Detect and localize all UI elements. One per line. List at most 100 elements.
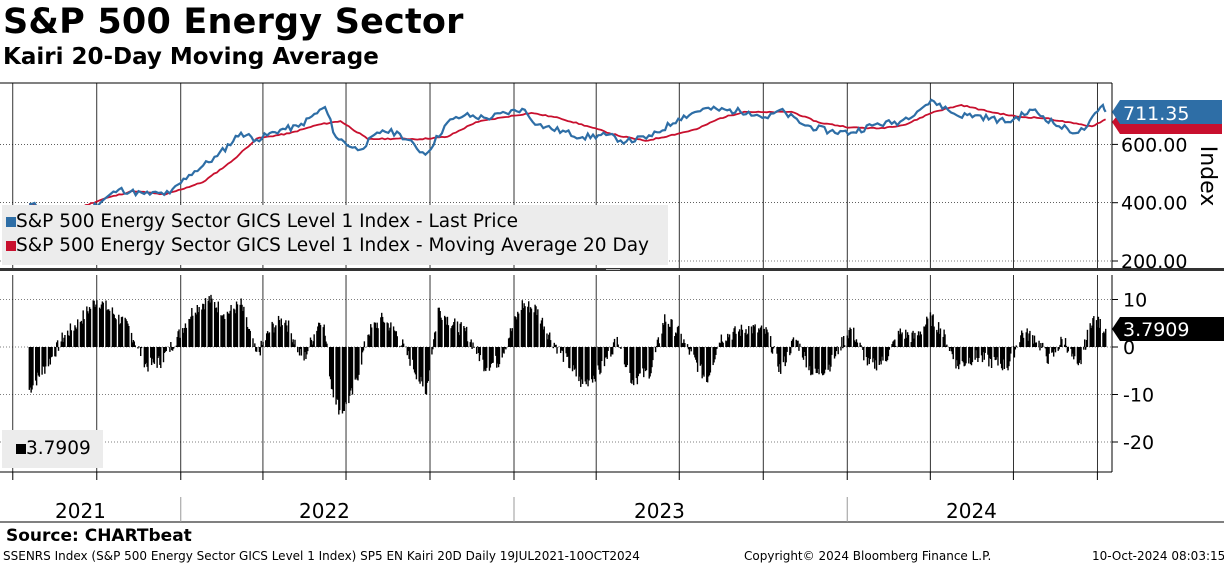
kairi-bar [1041,347,1043,349]
kairi-last-value-label: 3.7909 [1123,319,1189,341]
kairi-bar [638,347,640,374]
kairi-bar [330,347,333,389]
kairi-bar [571,347,574,372]
kairi-bar [607,347,609,351]
kairi-bar [700,347,702,365]
kairi-bar [868,347,870,365]
kairi-bar [45,347,47,367]
kairi-bar [695,347,697,360]
kairi-bar [463,326,465,347]
kairi-bar [1092,318,1094,347]
kairi-bar [983,347,985,360]
kairi-bar [584,347,587,382]
kairi-bar [1098,327,1101,347]
kairi-bar [600,347,602,373]
kairi-bar [1086,329,1089,347]
kairi-bar [779,347,781,365]
kairi-bar [1035,342,1038,347]
kairi-bar [459,323,461,347]
kairi-bar [626,347,629,366]
kairi-bar [804,347,807,356]
kairi-bar [853,340,856,347]
kairi-bar [146,347,148,367]
kairi-bar [382,321,385,347]
kairi-bar [349,347,352,391]
kairi-bar [846,335,849,347]
kairi-bar [36,347,39,373]
kairi-bar [170,342,172,347]
kairi-bar [980,347,983,356]
kairi-bar [534,304,536,347]
kairi-bar [568,347,570,368]
kairi-bar [884,347,887,362]
kairi-bar [35,347,37,381]
kairi-bar [387,323,389,347]
footer-copyright: Copyright© 2024 Bloomberg Finance L.P. [744,549,992,563]
kairi-bar [41,347,43,375]
kairi-bar [620,347,622,349]
kairi-bar [798,347,800,351]
legend-label-last-price: S&P 500 Energy Sector GICS Level 1 Index… [16,211,519,232]
kairi-bar [305,347,307,360]
kairi-bar [735,333,737,347]
kairi-bar [203,309,206,347]
kairi-bar [1065,345,1068,347]
kairi-bar [299,347,302,350]
kairi-bar [885,347,888,362]
kairi-bar [854,341,857,347]
kairi-bar [55,347,57,357]
kairi-bar [82,310,84,347]
kairi-bar [132,340,135,347]
kairi-bar [105,300,107,347]
kairi-bar [112,313,115,347]
kairi-bar [741,329,744,347]
kairi-bar [847,338,849,347]
kairi-bar [370,324,372,347]
kairi-bar [1020,335,1022,347]
kairi-bar [134,345,136,347]
kairi-bar [450,328,452,347]
kairi-bar [502,347,504,353]
kairi-bar [853,327,855,347]
kairi-bar [1007,347,1009,371]
kairi-bar [83,319,85,347]
kairi-bar [160,347,162,369]
kairi-bar [345,347,347,405]
kairi-bar [859,342,861,347]
kairi-bar [706,347,709,383]
kairi-bar [447,325,450,347]
kairi-bar [408,347,410,359]
kairi-bar [1034,342,1037,347]
kairi-bar [893,340,895,347]
kairi-bar [995,347,997,360]
kairi-bar [725,340,727,347]
kairi-bar [843,345,846,347]
kairi-bar [217,301,220,347]
kairi-bar [1077,347,1080,366]
kairi-bar [649,347,651,377]
legend-swatch-last-price [6,217,16,227]
kairi-bar [194,312,197,347]
kairi-bar [752,325,755,347]
kairi-bar [827,347,829,370]
kairi-bar [860,345,862,347]
kairi-bar [727,337,730,347]
kairi-bar [457,332,460,347]
kairi-bar [707,347,710,377]
kairi-bar [453,322,455,347]
kairi-bar [201,309,203,347]
kairi-bar [951,347,954,355]
kairi-bar [489,347,492,368]
kairi-bar [1073,347,1076,357]
kairi-bar [277,315,280,347]
kairi-bar [644,347,647,372]
kairi-bar [311,344,314,347]
kairi-bar [322,327,324,347]
kairi-bar [878,347,880,365]
kairi-bar [214,308,217,347]
kairi-bar [695,347,698,363]
kairi-bar [196,304,199,347]
kairi-bar [757,332,759,347]
kairi-bar [478,347,481,362]
kairi-bar [191,308,193,347]
